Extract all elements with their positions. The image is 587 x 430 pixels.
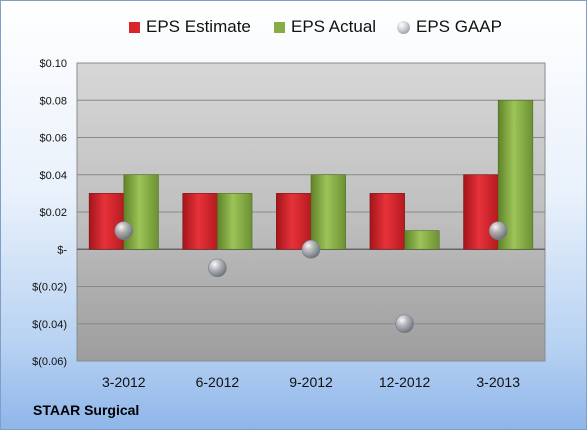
y-tick-label: $-: [57, 244, 67, 256]
legend-marker-eps-gaap: [397, 20, 410, 34]
eps-actual-bar: [404, 230, 440, 250]
y-tick-label: $0.08: [39, 95, 67, 107]
company-name: STAAR Surgical: [33, 402, 140, 418]
x-tick-label: 3-2013: [476, 374, 520, 390]
y-tick-label: $0.02: [39, 207, 67, 219]
legend-swatch-eps-estimate: [129, 21, 140, 33]
eps-gaap-marker: [395, 314, 414, 334]
legend-label-eps-gaap: EPS GAAP: [416, 17, 502, 36]
legend-swatch-eps-actual: [274, 21, 285, 33]
legend-item-eps-gaap: EPS GAAP: [397, 17, 502, 37]
y-tick-label: $(0.02): [32, 282, 67, 294]
eps-estimate-bar: [182, 193, 218, 250]
y-tick-label: $(0.06): [32, 356, 67, 368]
x-tick-label: 12-2012: [379, 374, 431, 390]
y-tick-label: $0.06: [39, 133, 67, 145]
eps-actual-bar: [310, 174, 346, 250]
eps-estimate-bar: [276, 193, 312, 250]
y-tick-label: $0.10: [39, 58, 67, 70]
y-tick-label: $(0.04): [32, 319, 67, 331]
eps-gaap-marker: [114, 221, 134, 240]
eps-gaap-marker: [301, 239, 321, 259]
x-tick-label: 9-2012: [289, 374, 333, 390]
eps-gaap-marker: [488, 221, 508, 240]
x-tick-label: 6-2012: [196, 374, 240, 390]
legend-label-eps-estimate: EPS Estimate: [146, 17, 251, 36]
eps-actual-bar: [217, 193, 253, 250]
legend-label-eps-actual: EPS Actual: [291, 17, 377, 36]
legend-item-eps-actual: EPS Actual: [274, 17, 376, 37]
eps-chart: $0.10 $0.08 $0.06 $0.04 $0.02 $- $(0.02) $(0.04…: [32, 58, 546, 390]
eps-estimate-bar: [88, 193, 125, 250]
eps-gaap-marker: [208, 258, 227, 278]
y-tick-label: $0.04: [39, 170, 67, 182]
eps-estimate-bar: [369, 193, 405, 250]
x-tick-label: 3-2012: [102, 374, 146, 390]
legend-item-eps-estimate: EPS Estimate: [129, 17, 251, 37]
